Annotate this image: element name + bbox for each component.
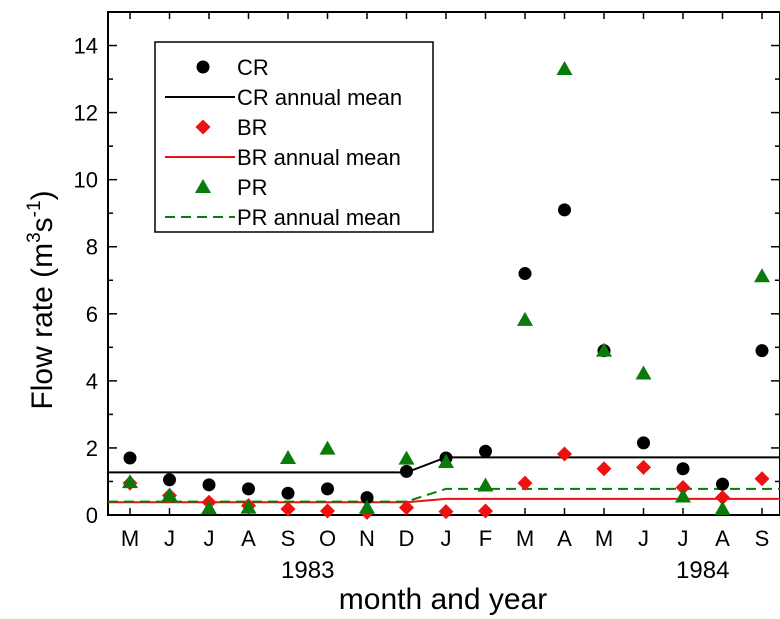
x-axis-title: month and year — [339, 583, 547, 616]
cr-point — [479, 444, 492, 458]
pr-point — [596, 342, 612, 357]
x-tick-label: A — [715, 526, 730, 551]
y-tick-label: 2 — [86, 436, 98, 461]
cr-point — [676, 462, 690, 476]
x-tick-label: M — [595, 526, 613, 551]
pr-point — [714, 500, 731, 515]
cr-point — [242, 482, 255, 496]
br-point — [517, 475, 533, 491]
pr-point — [477, 477, 494, 492]
pr-point — [635, 365, 652, 380]
cr-point — [202, 478, 216, 492]
pr-point — [556, 61, 573, 76]
legend-pr-marker — [195, 179, 211, 193]
pr-point — [280, 449, 296, 464]
annual-mean-line — [108, 487, 780, 503]
br-point — [478, 503, 493, 519]
x-tick-label: M — [516, 526, 534, 551]
br-point — [596, 461, 612, 477]
cr-point — [360, 491, 374, 505]
x-tick-label: A — [557, 526, 572, 551]
cr-point — [321, 482, 334, 496]
x-tick-label: N — [359, 526, 375, 551]
cr-point — [716, 477, 729, 491]
y-tick-label: 4 — [86, 369, 98, 394]
br-point — [715, 490, 730, 506]
y-tick-label: 8 — [86, 235, 98, 260]
br-point — [636, 459, 651, 475]
x-tick-label: S — [281, 526, 296, 551]
x-tick-label: J — [204, 526, 215, 551]
legend-label: CR annual mean — [237, 85, 402, 110]
y-axis-title: Flow rate (m3s-1) — [24, 190, 59, 409]
cr-point — [518, 267, 532, 281]
x-tick-label: A — [241, 526, 256, 551]
cr-point — [281, 486, 295, 500]
cr-point — [123, 451, 137, 465]
br-point — [320, 503, 335, 519]
x-tick-label: O — [319, 526, 336, 551]
cr-point — [163, 473, 176, 487]
pr-point — [675, 488, 691, 503]
cr-point — [558, 203, 571, 217]
br-point — [675, 480, 691, 496]
x-tick-label: J — [678, 526, 689, 551]
x-tick-label: J — [441, 526, 452, 551]
y-tick-label: 14 — [74, 34, 98, 59]
y-tick-label: 6 — [86, 302, 98, 327]
x-tick-label: S — [755, 526, 770, 551]
y-tick-label: 10 — [74, 168, 98, 193]
br-point — [754, 471, 770, 487]
x-tick-label: J — [164, 526, 175, 551]
legend-label: CR — [237, 55, 269, 80]
br-point — [280, 501, 296, 517]
legend-label: PR — [237, 175, 268, 200]
legend-label: PR annual mean — [237, 205, 401, 230]
x-tick-label: F — [479, 526, 492, 551]
x-tick-label: M — [121, 526, 139, 551]
cr-point — [637, 436, 650, 450]
legend-label: BR annual mean — [237, 145, 401, 170]
pr-point — [122, 474, 138, 489]
legend-label: BR — [237, 115, 268, 140]
legend-br-marker — [195, 119, 211, 135]
pr-point — [438, 454, 454, 469]
pr-point — [754, 268, 770, 283]
cr-point — [400, 464, 413, 478]
y-tick-label: 0 — [86, 503, 98, 528]
x-tick-label: J — [638, 526, 649, 551]
pr-point — [359, 499, 375, 514]
br-point — [438, 504, 454, 520]
cr-point — [755, 344, 769, 358]
br-point — [557, 446, 572, 462]
pr-point — [201, 500, 217, 515]
pr-point — [319, 440, 336, 455]
pr-point — [517, 311, 533, 326]
annual-mean-line — [108, 456, 780, 474]
pr-point — [398, 450, 415, 465]
br-point — [399, 500, 414, 516]
legend-box — [154, 41, 434, 233]
legend-cr-marker — [196, 60, 210, 74]
pr-point — [161, 487, 178, 502]
y-tick-label: 12 — [74, 101, 98, 126]
pr-point — [240, 499, 257, 514]
x-tick-label: D — [399, 526, 415, 551]
year-label: 1983 — [281, 557, 334, 584]
year-label: 1984 — [676, 557, 729, 584]
